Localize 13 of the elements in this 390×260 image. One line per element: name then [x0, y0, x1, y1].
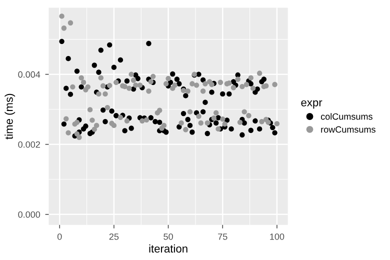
- y-tick-label: 0.004: [18, 71, 40, 78]
- legend-label: rowCumsums: [321, 126, 376, 133]
- legend-label: colCumsums: [320, 113, 372, 120]
- x-tick-label: 100: [270, 233, 284, 240]
- x-tick-label: 50: [164, 233, 173, 240]
- y-axis-title: time (ms): [4, 94, 16, 140]
- y-tick-label: 0.000: [18, 211, 40, 218]
- x-tick-label: 0: [57, 233, 62, 240]
- x-tick-label: 75: [218, 234, 228, 240]
- x-axis-title: iteration: [149, 244, 188, 253]
- x-tick-label: 25: [109, 233, 119, 240]
- legend-title: expr: [301, 100, 322, 109]
- y-tick-label: 0.002: [18, 141, 40, 148]
